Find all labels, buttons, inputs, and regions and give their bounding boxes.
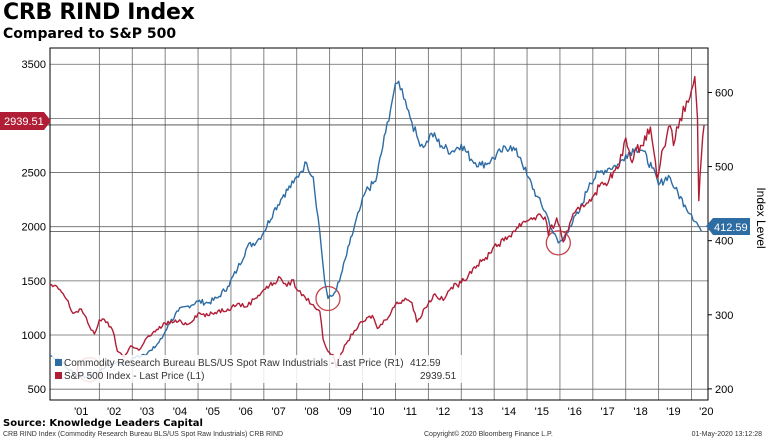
- legend-value-spx: 2939.51: [420, 371, 457, 382]
- plot-frame: [49, 47, 709, 401]
- x-tick-label: '15: [535, 406, 549, 418]
- series-line-spx: [49, 75, 705, 369]
- right-tick-label: 500: [715, 162, 733, 174]
- left-tick-label: 1000: [22, 330, 46, 342]
- chart-title: CRB RIND Index: [3, 0, 195, 25]
- x-tick-label: '02: [107, 406, 121, 418]
- x-tick-label: '06: [239, 406, 253, 418]
- x-tick-label: '16: [568, 406, 582, 418]
- last-value-crb: 412.59: [714, 222, 748, 234]
- x-axis: '01 '02 '03 '04 '05 '06 '07 '08 '09 '10 '11 '12 '13 '…: [74, 406, 713, 418]
- footer-copyright: Copyright© 2020 Bloomberg Finance L.P.: [424, 431, 553, 438]
- left-tick-label: 2500: [22, 168, 46, 180]
- x-tick-label: '13: [469, 406, 483, 418]
- x-tick-label: '03: [140, 406, 154, 418]
- x-tick-label: '10: [370, 406, 384, 418]
- gridlines: [0, 48, 708, 400]
- footer-left: CRB RIND Index (Commodity Research Burea…: [3, 431, 284, 438]
- right-axis-label: Index Level: [754, 187, 768, 248]
- x-tick-label: '12: [436, 406, 450, 418]
- legend: Commodity Research Bureau BLS/US Spot Ra…: [52, 355, 470, 383]
- x-tick-label: '04: [173, 406, 187, 418]
- right-tick-label: 400: [715, 236, 733, 248]
- source-note: Source: Knowledge Leaders Capital: [3, 418, 203, 429]
- x-tick-label: '01: [74, 406, 88, 418]
- right-tick-label: 300: [715, 310, 733, 322]
- right-axis: 200 300 400 500 600: [708, 87, 733, 396]
- left-tick-label: 1500: [22, 276, 46, 288]
- x-tick-label: '09: [337, 406, 351, 418]
- legend-label-spx: S&P 500 Index - Last Price (L1): [64, 371, 204, 382]
- left-tick-label: 2000: [22, 222, 46, 234]
- last-value-tag-crb: 412.59: [706, 218, 750, 235]
- x-tick-label: '17: [600, 406, 614, 418]
- x-tick-label: '08: [304, 406, 318, 418]
- right-tick-label: 200: [715, 384, 733, 396]
- last-value-tag-spx: 2939.51: [0, 112, 51, 130]
- legend-swatch-crb: [55, 359, 62, 366]
- x-tick-label: '05: [206, 406, 220, 418]
- left-tick-label: 3500: [22, 59, 46, 71]
- legend-label-crb: Commodity Research Bureau BLS/US Spot Ra…: [64, 358, 404, 369]
- highlight-circle: [545, 230, 571, 256]
- footer-timestamp: 01-May-2020 13:12:28: [691, 431, 762, 438]
- legend-swatch-spx: [55, 372, 62, 379]
- last-value-spx: 2939.51: [4, 116, 44, 128]
- series-line-crb: [49, 80, 703, 379]
- chart-subtitle: Compared to S&P 500: [3, 26, 177, 42]
- series-lines: [49, 75, 705, 379]
- x-tick-label: '19: [666, 406, 680, 418]
- x-tick-label: '14: [502, 406, 516, 418]
- left-axis: 500100015002000250030003500: [22, 59, 46, 396]
- left-tick-label: 500: [28, 384, 46, 396]
- x-tick-label: '18: [633, 406, 647, 418]
- x-tick-label: '07: [271, 406, 285, 418]
- highlight-circle: [315, 285, 341, 312]
- legend-value-crb: 412.59: [410, 358, 441, 369]
- right-tick-label: 600: [715, 87, 733, 99]
- x-tick-label: '20: [699, 406, 713, 418]
- x-tick-label: '11: [403, 406, 417, 418]
